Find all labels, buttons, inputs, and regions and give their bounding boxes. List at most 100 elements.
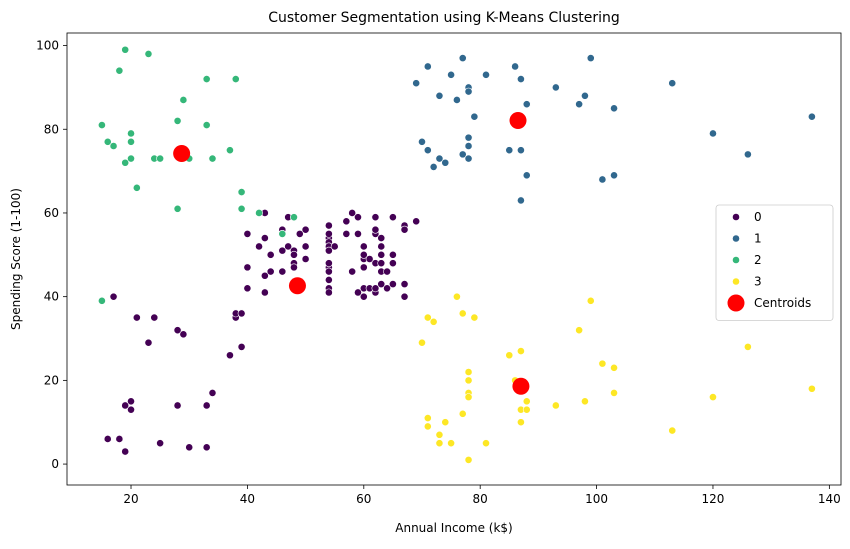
data-point-cluster-3 <box>435 439 444 448</box>
data-point-cluster-0 <box>359 263 368 272</box>
data-point-cluster-0 <box>127 397 135 406</box>
centroid-marker <box>173 145 191 163</box>
plot-area <box>67 33 841 485</box>
y-tick-label: 40 <box>44 290 59 304</box>
data-point-cluster-1 <box>453 96 461 104</box>
data-point-cluster-2 <box>237 204 246 213</box>
data-point-cluster-2 <box>208 154 217 163</box>
data-point-cluster-0 <box>301 225 310 234</box>
data-point-cluster-0 <box>348 209 357 217</box>
data-point-cluster-0 <box>342 229 351 238</box>
data-point-cluster-3 <box>441 418 450 427</box>
data-point-cluster-0 <box>226 351 234 360</box>
data-point-cluster-0 <box>295 229 304 238</box>
data-point-cluster-3 <box>482 439 490 448</box>
data-point-cluster-0 <box>127 405 135 414</box>
x-axis-label: Annual Income (k$) <box>395 521 512 535</box>
data-point-cluster-0 <box>377 242 386 251</box>
data-point-cluster-1 <box>435 91 444 100</box>
data-point-cluster-0 <box>383 267 391 276</box>
data-point-cluster-1 <box>423 146 432 155</box>
data-point-cluster-0 <box>202 443 211 452</box>
data-point-cluster-3 <box>517 347 525 355</box>
data-point-cluster-3 <box>423 313 432 322</box>
data-point-cluster-0 <box>324 259 333 268</box>
data-point-cluster-2 <box>226 146 234 155</box>
legend-marker <box>732 234 740 243</box>
data-point-cluster-0 <box>260 271 269 280</box>
y-axis-label: Spending Score (1-100) <box>9 188 23 330</box>
data-point-cluster-2 <box>132 183 141 192</box>
centroid-marker <box>509 111 527 129</box>
legend-marker <box>732 277 740 286</box>
y-tick-label: 80 <box>44 122 59 136</box>
data-point-cluster-2 <box>103 137 112 146</box>
data-point-cluster-3 <box>522 405 531 414</box>
data-point-cluster-0 <box>377 280 386 289</box>
data-point-cluster-1 <box>808 112 816 121</box>
data-point-cluster-0 <box>371 213 380 222</box>
data-point-cluster-0 <box>324 276 333 284</box>
data-point-cluster-1 <box>522 171 531 180</box>
legend-box <box>715 204 834 321</box>
data-point-cluster-0 <box>237 342 246 351</box>
data-point-cluster-3 <box>610 389 618 397</box>
data-point-cluster-2 <box>237 188 246 196</box>
data-point-cluster-0 <box>173 401 182 410</box>
data-point-cluster-0 <box>284 242 293 251</box>
data-point-cluster-1 <box>447 70 455 79</box>
data-point-cluster-1 <box>458 54 467 63</box>
data-point-cluster-0 <box>290 250 298 259</box>
plot-border <box>66 32 842 486</box>
legend-marker <box>732 213 740 221</box>
data-point-cluster-0 <box>121 447 130 456</box>
data-point-cluster-0 <box>324 229 333 238</box>
points-layer <box>98 45 816 464</box>
data-point-cluster-0 <box>354 213 362 222</box>
data-point-cluster-2 <box>127 129 135 138</box>
data-point-cluster-1 <box>575 100 584 109</box>
data-point-cluster-1 <box>551 83 560 92</box>
data-point-cluster-1 <box>412 79 421 88</box>
data-point-cluster-3 <box>423 414 432 422</box>
data-point-cluster-2 <box>202 121 211 129</box>
data-point-cluster-0 <box>290 263 298 272</box>
legend-marker <box>732 256 740 264</box>
data-point-cluster-0 <box>202 401 211 410</box>
data-point-cluster-1 <box>470 112 479 121</box>
data-point-cluster-2 <box>115 66 124 75</box>
data-point-cluster-0 <box>150 313 159 322</box>
data-point-cluster-3 <box>581 397 589 406</box>
data-point-cluster-0 <box>388 213 397 222</box>
data-point-cluster-1 <box>482 70 490 79</box>
data-point-cluster-0 <box>377 234 386 242</box>
data-point-cluster-0 <box>237 309 246 318</box>
data-point-cluster-0 <box>260 234 269 242</box>
x-axis-ticks: 20 40 60 80 100 120 140 <box>123 485 841 506</box>
data-point-cluster-0 <box>371 284 380 293</box>
data-point-cluster-0 <box>243 229 252 238</box>
centroid-marker <box>512 377 530 395</box>
legend-label: Centroids <box>754 296 811 310</box>
data-point-cluster-3 <box>447 439 455 448</box>
x-tick-label: 60 <box>356 492 371 506</box>
data-point-cluster-1 <box>505 146 514 155</box>
data-point-cluster-0 <box>243 263 252 272</box>
data-point-cluster-1 <box>586 54 595 63</box>
data-point-cluster-2 <box>202 75 211 83</box>
data-point-cluster-0 <box>278 246 287 255</box>
data-point-cluster-2 <box>144 50 153 58</box>
data-point-cluster-0 <box>330 242 339 251</box>
data-point-cluster-2 <box>255 209 263 217</box>
data-point-cluster-3 <box>464 368 473 376</box>
x-tick-label: 40 <box>240 492 255 506</box>
data-point-cluster-1 <box>517 146 525 155</box>
data-point-cluster-3 <box>522 397 531 406</box>
data-point-cluster-1 <box>610 104 618 113</box>
data-point-cluster-3 <box>435 430 444 439</box>
data-point-cluster-0 <box>109 292 118 301</box>
legend-label: 1 <box>754 232 762 246</box>
data-point-cluster-0 <box>365 255 374 263</box>
y-axis-ticks: 0 20 40 60 80 100 <box>36 39 67 471</box>
data-point-cluster-2 <box>121 45 130 54</box>
